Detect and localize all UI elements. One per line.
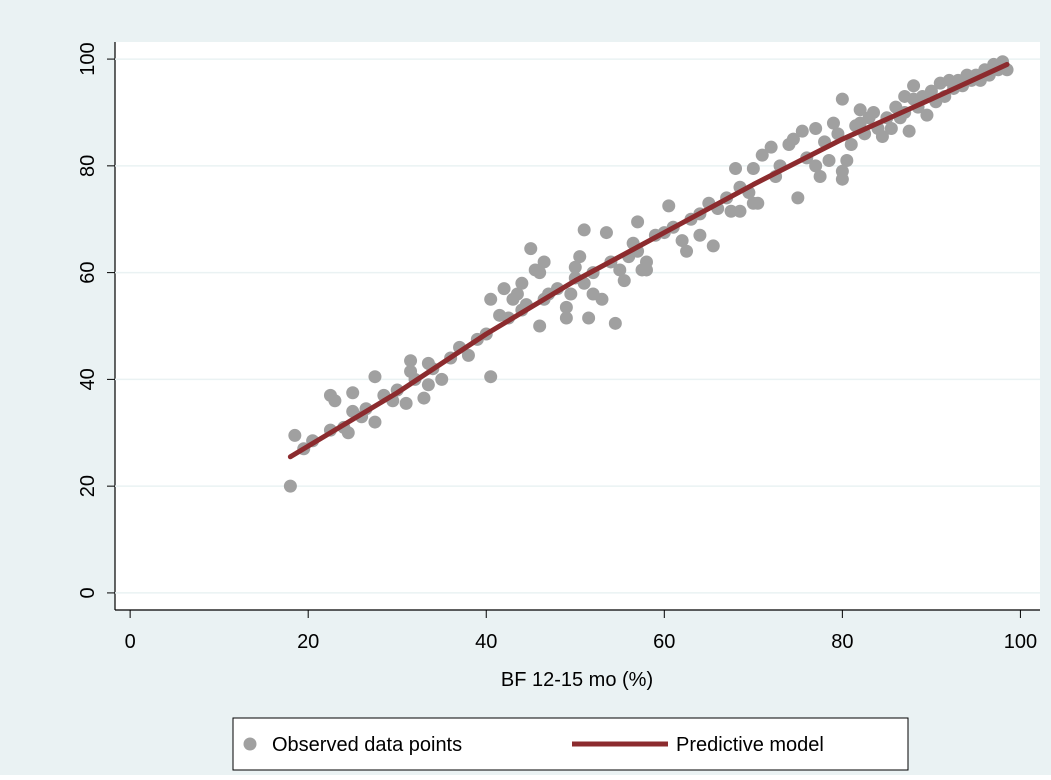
data-point: [577, 223, 591, 237]
data-point: [341, 426, 355, 440]
data-point: [902, 124, 916, 138]
data-point: [764, 140, 778, 154]
data-point: [368, 415, 382, 429]
data-point: [328, 394, 342, 408]
data-point: [582, 311, 596, 325]
data-point: [809, 159, 823, 173]
data-point: [283, 479, 297, 493]
data-point: [844, 137, 858, 151]
data-point: [510, 287, 524, 301]
legend-label: Observed data points: [272, 734, 462, 756]
data-point: [791, 191, 805, 205]
y-tick-label: 80: [77, 155, 99, 177]
data-point: [484, 370, 498, 384]
data-point: [368, 370, 382, 384]
y-tick-label: 20: [77, 475, 99, 497]
x-tick-label: 80: [831, 631, 853, 653]
data-point: [461, 348, 475, 362]
data-point: [288, 428, 302, 442]
data-point: [613, 263, 627, 277]
data-point: [813, 170, 827, 184]
x-tick-label: 100: [1004, 631, 1037, 653]
data-point: [573, 250, 587, 264]
data-point: [404, 354, 418, 368]
data-point: [608, 316, 622, 330]
data-point: [920, 108, 934, 122]
data-point: [564, 287, 578, 301]
data-point: [907, 79, 921, 93]
data-point: [435, 372, 449, 386]
data-point: [751, 196, 765, 210]
data-point: [568, 260, 582, 274]
data-point: [693, 228, 707, 242]
data-point: [724, 204, 738, 218]
data-point: [822, 154, 836, 168]
y-tick-label: 40: [77, 368, 99, 390]
data-point: [924, 84, 938, 98]
x-axis-label: BF 12-15 mo (%): [501, 669, 653, 691]
data-point: [559, 311, 573, 325]
data-point: [533, 266, 547, 280]
data-point: [706, 239, 720, 253]
data-point: [675, 234, 689, 248]
x-tick-label: 20: [297, 631, 319, 653]
data-point: [786, 132, 800, 146]
data-point: [867, 105, 881, 119]
data-point: [853, 103, 867, 117]
data-point: [497, 282, 511, 296]
data-point: [875, 129, 889, 143]
data-point: [809, 121, 823, 135]
data-point: [680, 244, 694, 258]
data-point: [399, 396, 413, 410]
data-point: [733, 204, 747, 218]
data-point: [515, 276, 529, 290]
data-point: [484, 292, 498, 306]
data-point: [533, 319, 547, 333]
data-point: [595, 292, 609, 306]
plot-area: [115, 42, 1040, 610]
data-point: [617, 274, 631, 288]
data-point: [599, 226, 613, 240]
data-point: [835, 164, 849, 178]
data-point: [559, 300, 573, 314]
y-tick-label: 60: [77, 261, 99, 283]
x-tick-label: 40: [475, 631, 497, 653]
data-point: [729, 162, 743, 176]
legend-marker: [243, 737, 257, 751]
data-point: [884, 121, 898, 135]
data-point: [346, 386, 360, 400]
data-point: [537, 255, 551, 269]
legend-label: Predictive model: [676, 734, 824, 756]
legend: [232, 717, 909, 771]
x-tick-label: 0: [125, 631, 136, 653]
data-point: [795, 124, 809, 138]
model-line: [287, 61, 1010, 460]
data-point: [631, 215, 645, 229]
data-point: [840, 154, 854, 168]
data-point: [421, 378, 435, 392]
data-point: [662, 199, 676, 213]
data-point: [417, 391, 431, 405]
data-point: [639, 263, 653, 277]
data-point: [524, 242, 538, 256]
data-point: [835, 92, 849, 106]
x-tick-label: 60: [653, 631, 675, 653]
data-point: [755, 148, 769, 162]
data-point: [746, 162, 760, 176]
y-tick-label: 0: [77, 587, 99, 598]
data-point: [826, 116, 840, 130]
y-tick-label: 100: [77, 42, 99, 75]
